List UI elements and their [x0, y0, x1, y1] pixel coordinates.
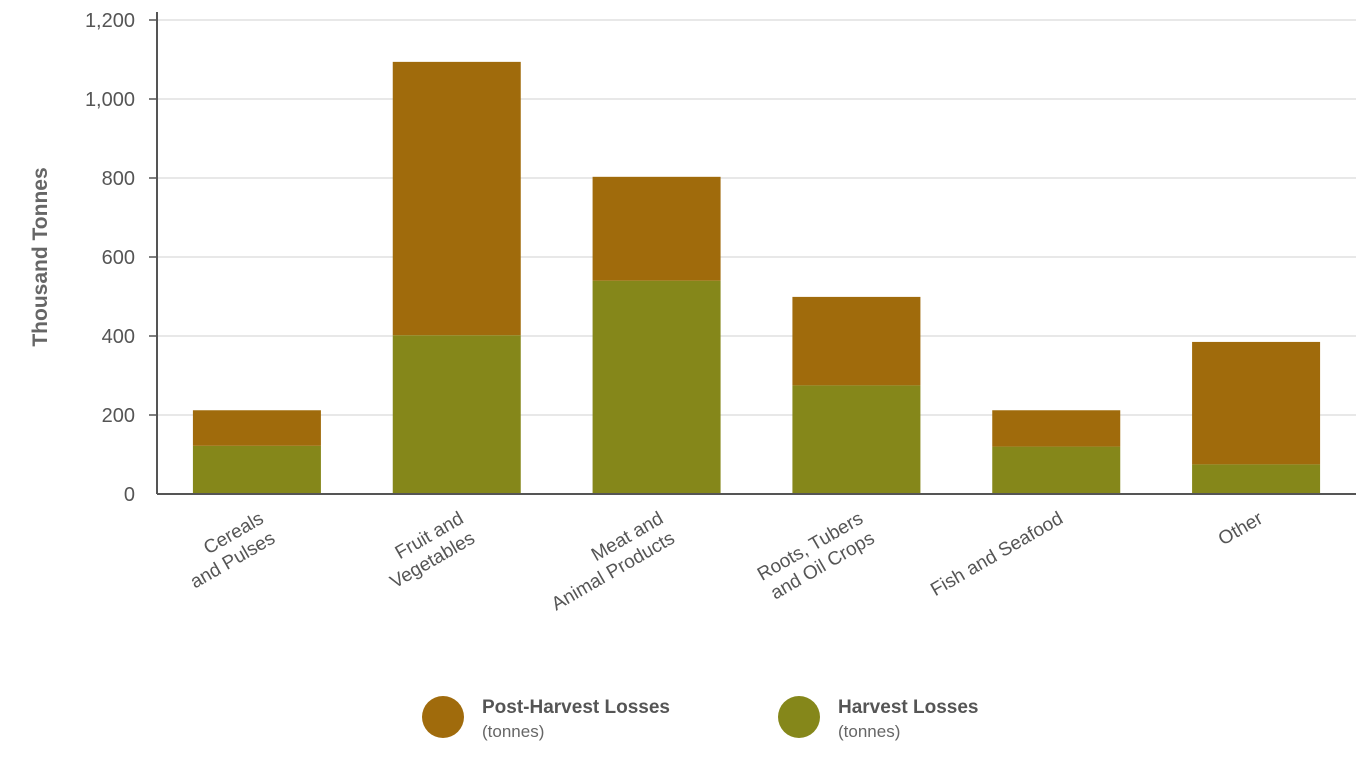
bar-post-harvest-losses	[792, 296, 921, 386]
legend-label-post-harvest: Post-Harvest Losses	[482, 697, 670, 718]
bar-post-harvest-losses	[592, 176, 721, 281]
bar-post-harvest-losses	[192, 410, 321, 446]
x-category-label-line: Fish and Seafood	[927, 508, 1066, 601]
y-tick-label: 400	[102, 326, 135, 348]
bar-harvest-losses	[992, 446, 1121, 494]
bar-harvest-losses	[592, 280, 721, 494]
bar-post-harvest-losses	[392, 61, 521, 336]
bar-harvest-losses	[192, 445, 321, 494]
legend-item-post-harvest: Post-Harvest Losses (tonnes)	[422, 696, 670, 744]
x-category-label: Fruit andVegetables	[375, 508, 478, 593]
legend: Post-Harvest Losses (tonnes) Harvest Los…	[0, 696, 1366, 760]
legend-label-harvest: Harvest Losses	[838, 697, 979, 718]
legend-item-harvest: Harvest Losses (tonnes)	[778, 696, 978, 744]
y-axis-label: Thousand Tonnes	[29, 167, 52, 346]
bar-harvest-losses	[392, 335, 521, 494]
x-category-label: Cerealsand Pulses	[175, 508, 278, 593]
legend-unit-harvest: (tonnes)	[838, 722, 901, 741]
y-tick-label: 600	[102, 247, 135, 269]
legend-unit-post-harvest: (tonnes)	[482, 722, 545, 741]
bar-harvest-losses	[1192, 464, 1321, 494]
bar-post-harvest-losses	[1192, 341, 1321, 465]
y-tick-label: 1,200	[85, 10, 135, 32]
legend-swatch-post-harvest	[422, 696, 464, 738]
y-tick-label: 1,000	[85, 89, 135, 111]
x-category-label: Roots, Tubersand Oil Crops	[754, 508, 878, 605]
legend-swatch-harvest	[778, 696, 820, 738]
y-tick-label: 200	[102, 405, 135, 427]
stacked-bar-chart: 0 200 400 600 800 1,000 1,200 Thousand Tonnes Ce…	[29, 10, 1356, 615]
y-tick-label: 800	[102, 168, 135, 190]
bar-harvest-losses	[792, 385, 921, 494]
x-category-label: Fish and Seafood	[927, 508, 1066, 601]
x-category-label: Meat andAnimal Products	[537, 508, 679, 615]
x-category-label-line: Other	[1215, 508, 1267, 550]
x-category-label: Other	[1215, 508, 1267, 550]
y-tick-label: 0	[124, 484, 135, 506]
bar-post-harvest-losses	[992, 410, 1121, 447]
